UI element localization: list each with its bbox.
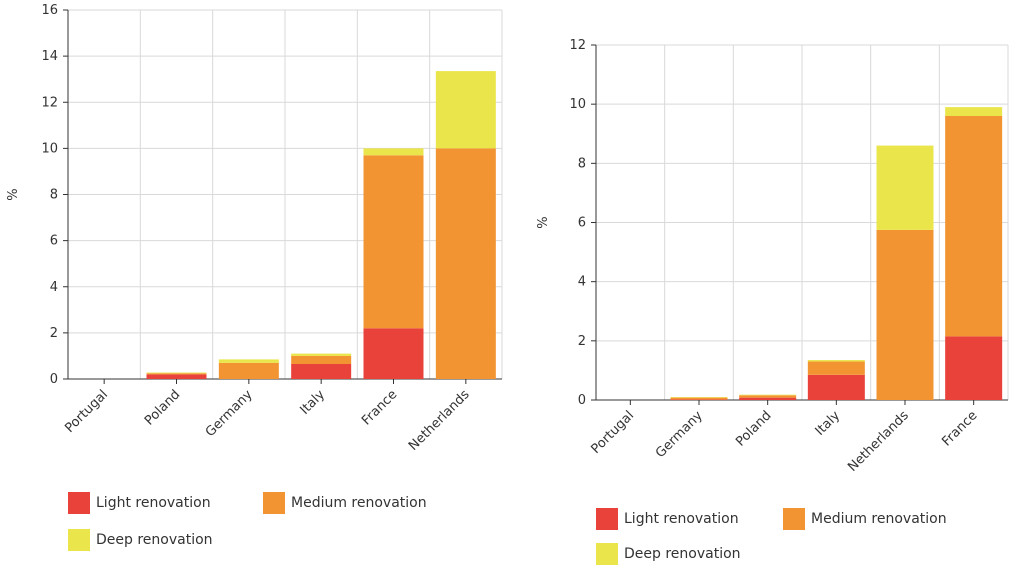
y-tick-label: 8 bbox=[50, 188, 58, 203]
bar-light-france bbox=[363, 328, 424, 379]
legend-item-deep: Deep renovation bbox=[68, 529, 213, 551]
y-axis-title: % bbox=[536, 216, 551, 228]
bar-medium-poland bbox=[739, 395, 797, 398]
y-tick-label: 2 bbox=[578, 334, 586, 349]
bar-medium-netherlands bbox=[876, 229, 934, 400]
y-tick-label: 6 bbox=[50, 234, 58, 249]
y-tick-label: 4 bbox=[50, 280, 58, 295]
legend-label-light: Light renovation bbox=[96, 495, 211, 511]
bar-medium-france bbox=[945, 116, 1003, 337]
bar-deep-poland bbox=[146, 372, 207, 374]
bar-medium-italy bbox=[291, 355, 352, 365]
legend-swatch-deep bbox=[68, 529, 90, 551]
bar-medium-netherlands bbox=[435, 148, 496, 379]
bar-deep-italy bbox=[291, 353, 352, 356]
legend-item-medium: Medium renovation bbox=[263, 492, 427, 514]
bar-deep-france bbox=[945, 107, 1003, 116]
legend-label-medium: Medium renovation bbox=[291, 495, 427, 511]
bar-medium-italy bbox=[807, 361, 865, 375]
bar-light-italy bbox=[807, 374, 865, 400]
legend-label-deep: Deep renovation bbox=[96, 532, 213, 548]
y-tick-label: 12 bbox=[41, 95, 58, 110]
bar-medium-poland bbox=[146, 373, 207, 375]
legend-item-light: Light renovation bbox=[68, 492, 211, 514]
y-tick-label: 6 bbox=[578, 216, 586, 231]
bar-deep-france bbox=[363, 148, 424, 156]
bar-deep-italy bbox=[807, 360, 865, 362]
bar-deep-netherlands bbox=[435, 71, 496, 149]
legend-swatch-light bbox=[68, 492, 90, 514]
y-tick-label: 14 bbox=[41, 49, 58, 64]
y-tick-label: 10 bbox=[569, 97, 586, 112]
y-tick-label: 2 bbox=[50, 326, 58, 341]
y-tick-label: 8 bbox=[578, 156, 586, 171]
legend-swatch-medium bbox=[263, 492, 285, 514]
bar-light-poland bbox=[739, 397, 797, 400]
y-tick-label: 0 bbox=[578, 393, 586, 408]
y-tick-label: 10 bbox=[41, 141, 58, 156]
bar-deep-germany bbox=[218, 359, 279, 363]
y-tick-label: 16 bbox=[41, 3, 58, 18]
y-tick-label: 4 bbox=[578, 275, 586, 290]
bar-light-italy bbox=[291, 364, 352, 379]
bar-medium-germany bbox=[670, 397, 728, 400]
bar-deep-germany bbox=[670, 397, 728, 398]
bar-deep-poland bbox=[739, 394, 797, 396]
bar-light-germany bbox=[670, 399, 728, 400]
bar-medium-germany bbox=[218, 362, 279, 379]
bar-light-france bbox=[945, 336, 1003, 400]
bar-deep-netherlands bbox=[876, 145, 934, 230]
bar-light-poland bbox=[146, 374, 207, 379]
y-axis-title: % bbox=[6, 188, 21, 200]
y-tick-label: 12 bbox=[569, 38, 586, 53]
y-tick-label: 0 bbox=[50, 372, 58, 387]
bar-medium-france bbox=[363, 155, 424, 329]
